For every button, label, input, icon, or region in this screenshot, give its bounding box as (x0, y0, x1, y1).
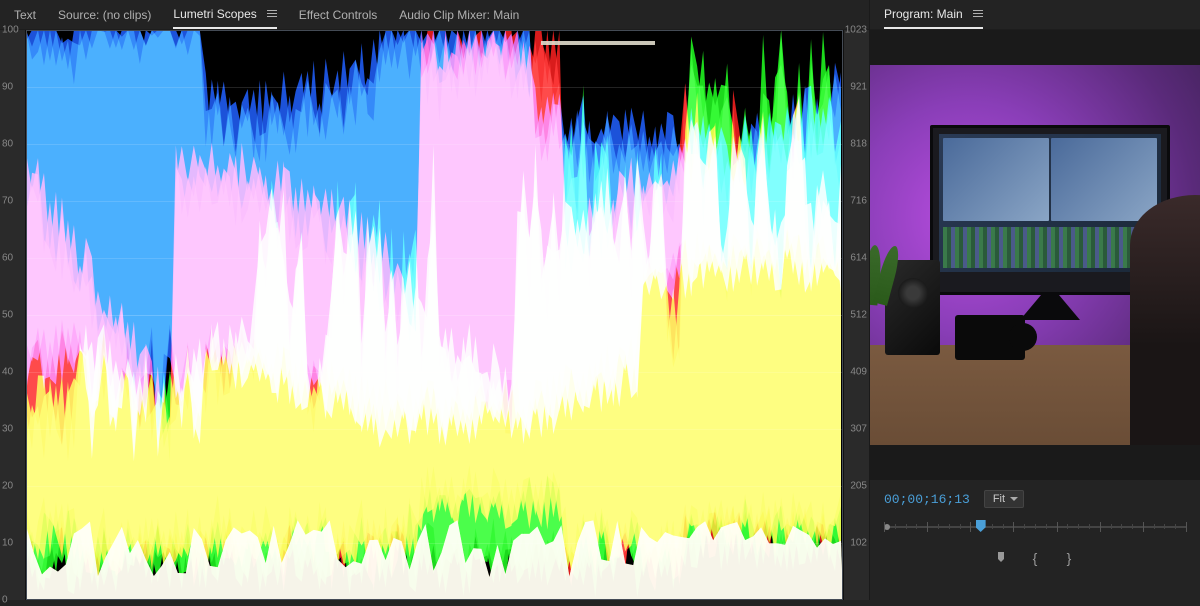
right-tab-bar: Program: Main (870, 0, 1200, 30)
marker-buttons: { } (884, 546, 1186, 566)
tab-label: Source: (no clips) (58, 8, 151, 22)
tab-label: Audio Clip Mixer: Main (399, 8, 519, 22)
axis-tick-label: 512 (850, 310, 867, 321)
axis-tick-label: 0 (2, 595, 8, 606)
program-preview[interactable] (870, 30, 1200, 480)
timecode-display[interactable]: 00;00;16;13 (884, 492, 970, 507)
tab-source[interactable]: Source: (no clips) (58, 2, 151, 28)
axis-tick-label: 716 (850, 196, 867, 207)
axis-tick-label: 40 (2, 367, 13, 378)
axis-tick-label: 205 (850, 481, 867, 492)
scope-right-axis: 1023921818716614512409307205102 (843, 30, 869, 600)
tab-label: Program: Main (884, 7, 963, 21)
axis-tick-label: 50 (2, 310, 13, 321)
axis-tick-label: 60 (2, 253, 13, 264)
axis-tick-label: 100 (2, 25, 19, 36)
marker-icon (994, 550, 1008, 567)
axis-tick-label: 818 (850, 139, 867, 150)
tab-effect-controls[interactable]: Effect Controls (299, 2, 377, 28)
mark-out-button[interactable]: } (1061, 550, 1077, 566)
playhead[interactable] (976, 520, 986, 532)
axis-tick-label: 70 (2, 196, 13, 207)
axis-tick-label: 10 (2, 538, 13, 549)
left-tab-bar: Text Source: (no clips) Lumetri Scopes E… (0, 0, 869, 30)
tab-label: Lumetri Scopes (173, 7, 256, 21)
time-ruler[interactable] (884, 518, 1186, 536)
tab-label: Effect Controls (299, 8, 377, 22)
panel-menu-icon[interactable] (267, 10, 277, 17)
scope-left-axis: 0102030405060708090100 (0, 30, 26, 600)
panel-menu-icon[interactable] (973, 10, 983, 17)
clip-highlight (541, 41, 655, 45)
axis-tick-label: 90 (2, 82, 13, 93)
tab-program[interactable]: Program: Main (884, 1, 983, 29)
zoom-select[interactable]: Fit (984, 490, 1024, 508)
axis-tick-label: 20 (2, 481, 13, 492)
program-body: 00;00;16;13 Fit { } (870, 30, 1200, 600)
axis-tick-label: 30 (2, 424, 13, 435)
axis-tick-label: 409 (850, 367, 867, 378)
waveform-rgb (26, 30, 843, 600)
axis-tick-label: 80 (2, 139, 13, 150)
axis-tick-label: 307 (850, 424, 867, 435)
scope-canvas[interactable] (26, 30, 843, 600)
program-monitor-panel: Program: Main (870, 0, 1200, 600)
transport-controls: 00;00;16;13 Fit { } (870, 480, 1200, 576)
tab-label: Text (14, 8, 36, 22)
axis-tick-label: 921 (850, 82, 867, 93)
tab-audio-clip-mixer[interactable]: Audio Clip Mixer: Main (399, 2, 519, 28)
preview-frame (870, 65, 1200, 445)
scope-area: 0102030405060708090100 10239218187166145… (0, 30, 869, 600)
zoom-label: Fit (993, 493, 1005, 505)
axis-tick-label: 102 (850, 538, 867, 549)
tab-lumetri-scopes[interactable]: Lumetri Scopes (173, 1, 276, 29)
lumetri-scopes-panel: Text Source: (no clips) Lumetri Scopes E… (0, 0, 870, 600)
mark-in-button[interactable]: { (1027, 550, 1043, 566)
add-marker-button[interactable] (993, 550, 1009, 566)
axis-tick-label: 614 (850, 253, 867, 264)
axis-tick-label: 1023 (845, 25, 867, 36)
